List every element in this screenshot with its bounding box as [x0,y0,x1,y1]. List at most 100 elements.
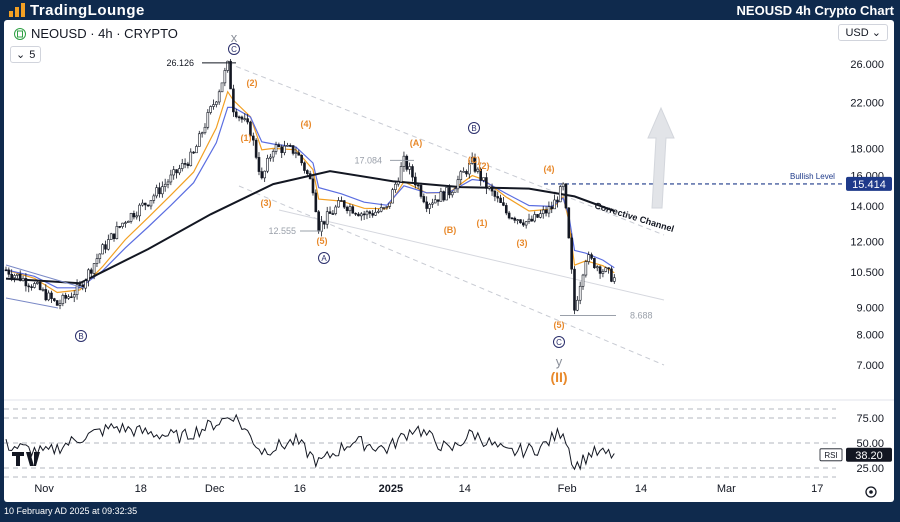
wave-label-navy: C [231,45,237,54]
candle-body [72,294,76,298]
chevron-down-icon: ⌄ [871,27,881,39]
candle-body [89,269,93,274]
footer-timestamp: 10 February AD 2025 at 09:32:35 [4,506,138,516]
y-tick-label: 8.000 [856,329,884,341]
x-tick-label: Feb [558,483,577,495]
candle-body [249,121,252,137]
candle-body [513,217,517,221]
collapse-toggle[interactable]: ⌄ 5 [10,46,42,63]
candle-body [118,226,121,228]
candle-body [217,91,221,103]
candles [4,59,616,315]
candle-body [189,151,193,166]
candle-body [10,273,13,279]
candle-body [263,170,266,179]
candle-body [70,296,73,299]
candle-body [18,273,22,281]
candle-body [291,145,295,154]
candle-body [38,282,42,290]
candle-body [58,303,62,306]
logo-icon [9,3,25,17]
candle-body [394,183,397,190]
candle-body [186,163,190,166]
candle-body [308,173,312,180]
candle-body [232,88,235,113]
wave-label-orange: (4) [301,119,312,129]
currency-selector[interactable]: USD ⌄ [838,24,888,41]
candle-body [175,169,178,174]
gear-icon [865,486,877,498]
candle-body [530,218,534,222]
candle-body [294,152,298,154]
wave-label-orange: (5) [317,236,328,246]
candle-body [576,299,579,311]
gear-icon-center [869,490,873,494]
candle-body [391,189,394,204]
candle-body [126,221,130,223]
candle-body [470,157,474,164]
chart-canvas[interactable]: 26.00022.00018.00016.00014.00012.00010.5… [4,20,894,502]
chart-panel[interactable]: 26.000 22.000 18.000 16.000 14.000 12.000 10.5… [4,20,894,502]
candle-body [215,101,218,105]
wave-label-orange: (2) [247,78,258,88]
candle-body [129,213,133,222]
candle-body [422,196,426,203]
candle-body [169,174,173,183]
bullish-level-value: 15.414 [852,179,886,191]
candle-body [277,144,281,148]
x-tick-label: Dec [205,483,225,495]
candle-body [288,145,292,147]
candle-body [482,177,485,181]
candle-body [396,181,400,185]
candle-body [604,267,608,272]
candle-body [544,209,548,214]
candle-body [581,274,585,287]
candle-body [450,192,454,196]
candle-body [536,214,539,218]
candle-body [55,300,59,306]
candle-body [519,219,522,224]
candle-body [516,219,519,221]
candle-body [442,191,446,201]
currency-label: USD [845,27,869,39]
candle-body [138,204,141,217]
candle-body [351,206,355,214]
candle-body [405,155,409,170]
rsi-y-tick-label: 50.00 [856,438,884,450]
candle-body [260,171,264,179]
wave-label-circle [468,122,480,134]
candle-body [510,217,514,220]
candle-body [539,213,542,218]
y-tick-label: 26.000 [850,59,884,71]
candle-body [354,212,357,215]
candle-body [377,210,380,213]
rsi-value-badge [846,447,892,462]
candle-body [379,207,383,212]
wave-label-orange: (4) [544,164,555,174]
candle-body [200,132,204,135]
candle-body [558,186,562,203]
candle-body [479,168,482,181]
y-tick-label: 10.500 [850,267,884,279]
candle-body [550,206,554,210]
wave-label-circle [553,336,565,348]
candle-body [325,211,329,225]
candle-body [67,296,70,299]
candle-body [445,187,448,201]
candle-body [402,155,406,167]
candle-body [121,222,124,227]
candle-body [547,206,551,214]
symbol-header[interactable]: NEOUSD · 4h · CRYPTO [14,26,178,41]
candle-body [35,282,39,284]
wave-label-orange: (II) [550,369,567,385]
candle-body [382,207,386,209]
wave-label-navy: y [556,354,563,369]
candle-body [47,292,50,301]
channel-lower-line [238,185,665,366]
wave-label-orange: (B) [444,225,457,235]
x-tick-label: 17 [811,483,823,495]
candle-body [601,271,605,274]
candle-body [490,186,494,192]
candle-body [266,157,269,172]
